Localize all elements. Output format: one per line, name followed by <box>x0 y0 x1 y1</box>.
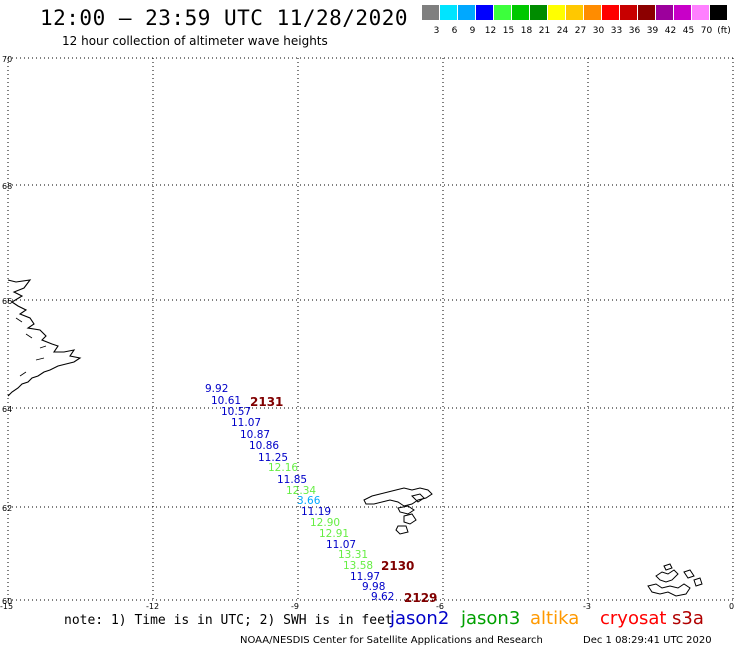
legend-label: 12 <box>484 26 497 36</box>
footnote: note: 1) Time is in UTC; 2) SWH is in fe… <box>64 613 393 628</box>
legend-swatch <box>458 5 475 20</box>
latitude-label: 62 <box>2 504 13 513</box>
wave-height-label: 11.19 <box>301 506 332 518</box>
satellite-name: s3a <box>672 608 704 629</box>
time-stamp-label: 2129 <box>404 591 438 605</box>
legend-label: 70 <box>700 26 713 36</box>
satellite-name: altika <box>530 608 580 629</box>
legend-swatch <box>656 5 673 20</box>
wave-height-label: 10.61 <box>211 395 242 407</box>
legend-swatch <box>710 5 727 20</box>
legend-swatch <box>548 5 565 20</box>
time-stamp-label: 2131 <box>250 395 284 409</box>
legend-label: 45 <box>682 26 695 36</box>
wave-height-label: 12.91 <box>319 528 350 540</box>
page-title: 12:00 – 23:59 UTC 11/28/2020 <box>40 6 409 30</box>
credit-text: NOAA/NESDIS Center for Satellite Applica… <box>240 635 543 646</box>
satellite-name: jason3 <box>461 608 521 629</box>
legend-swatch <box>692 5 709 20</box>
latitude-label: 66 <box>2 297 13 306</box>
legend-swatch <box>584 5 601 20</box>
legend-unit: (ft) <box>717 26 731 36</box>
shetland-islands <box>647 563 703 597</box>
longitude-label: -15 <box>0 602 14 611</box>
legend-swatch <box>494 5 511 20</box>
legend-swatch <box>638 5 655 20</box>
wave-height-label: 10.86 <box>249 440 280 452</box>
legend-swatch <box>476 5 493 20</box>
legend-label: 3 <box>433 26 440 36</box>
latitude-label: 68 <box>2 182 13 191</box>
wave-height-label: 13.31 <box>338 549 369 561</box>
wave-height-label: 11.85 <box>277 474 308 486</box>
latitude-label: 64 <box>2 405 13 414</box>
legend-swatch <box>512 5 529 20</box>
legend-label: 24 <box>556 26 569 36</box>
wave-height-label: 12.16 <box>268 462 299 474</box>
legend-label: 39 <box>646 26 659 36</box>
legend-swatch <box>440 5 457 20</box>
legend-swatch <box>530 5 547 20</box>
wave-height-label: 13.58 <box>343 560 374 572</box>
wave-height-label: 12.90 <box>310 517 341 529</box>
longitude-label: -9 <box>291 602 299 611</box>
wave-height-label: 11.07 <box>231 417 262 429</box>
legend-label: 21 <box>538 26 551 36</box>
wave-height-label: 11.97 <box>350 571 381 583</box>
legend-swatch <box>602 5 619 20</box>
legend-swatch <box>566 5 583 20</box>
longitude-label: -6 <box>436 602 444 611</box>
wave-height-label: 3.66 <box>297 495 321 507</box>
legend-swatch <box>674 5 691 20</box>
legend-label: 42 <box>664 26 677 36</box>
wave-height-label: 9.98 <box>362 581 386 593</box>
legend-label: 18 <box>520 26 533 36</box>
legend-label: 27 <box>574 26 587 36</box>
longitude-label: -3 <box>583 602 591 611</box>
faroe-islands <box>363 487 433 535</box>
longitude-label: -12 <box>146 602 160 611</box>
legend-label: 30 <box>592 26 605 36</box>
longitude-label: 0 <box>729 602 735 611</box>
legend-label: 36 <box>628 26 641 36</box>
legend-label: 6 <box>451 26 458 36</box>
latitude-label: 60 <box>2 597 13 606</box>
page-subtitle: 12 hour collection of altimeter wave hei… <box>62 34 328 48</box>
wave-height-label: 9.62 <box>371 591 395 603</box>
time-stamp-label: 2130 <box>381 559 415 573</box>
grid-lines <box>7 57 734 601</box>
wave-height-label: 11.07 <box>326 539 357 551</box>
wave-height-label: 11.25 <box>258 452 289 464</box>
legend-swatch <box>620 5 637 20</box>
wave-height-label: 10.57 <box>221 406 252 418</box>
wave-height-label: 10.87 <box>240 429 271 441</box>
satellite-name: jason2 <box>390 608 450 629</box>
legend-label: 9 <box>469 26 476 36</box>
legend-swatch <box>422 5 439 20</box>
legend-label: 15 <box>502 26 515 36</box>
generated-timestamp: Dec 1 08:29:41 UTC 2020 <box>583 635 712 646</box>
latitude-label: 70 <box>2 55 13 64</box>
iceland-coastline <box>7 279 82 397</box>
legend-label: 33 <box>610 26 623 36</box>
wave-height-label: 12.34 <box>286 485 317 497</box>
wave-height-label: 9.92 <box>205 383 229 395</box>
satellite-name: cryosat <box>600 608 667 629</box>
